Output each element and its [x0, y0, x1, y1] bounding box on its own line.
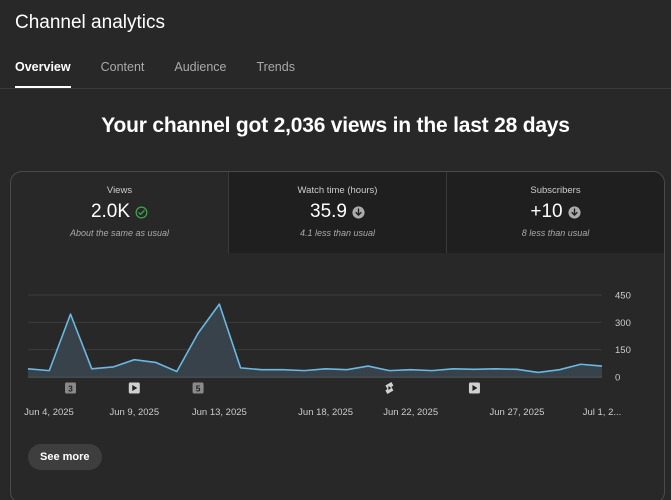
tab-bar: Overview Content Audience Trends: [15, 60, 325, 88]
metric-subscribers[interactable]: Subscribers +10 8 less than usual: [446, 172, 664, 253]
play-icon: [388, 386, 392, 390]
views-line: [27, 303, 603, 374]
metric-note: 4.1 less than usual: [299, 228, 376, 238]
x-tick-label: Jun 18, 2025: [298, 407, 353, 418]
tab-content[interactable]: Content: [100, 60, 145, 74]
play-icon: [132, 385, 138, 391]
metric-note: About the same as usual: [69, 228, 170, 238]
play-icon: [472, 385, 478, 391]
x-tick-label: Jun 13, 2025: [192, 407, 247, 418]
metric-note: 8 less than usual: [521, 228, 590, 238]
check-circle-icon: [135, 206, 148, 218]
analytics-card: Views 2.0K About the same as usual Watch…: [10, 171, 665, 500]
upload-count-marker: [192, 382, 204, 394]
headline: Your channel got 2,036 views in the last…: [101, 114, 570, 137]
x-tick-label: Jun 4, 2025: [24, 407, 74, 418]
metric-value: 35.9: [310, 201, 347, 222]
y-tick-label: 150: [615, 345, 631, 356]
page-title: Channel analytics: [15, 12, 165, 33]
y-tick-label: 300: [615, 318, 631, 329]
metric-value: +10: [530, 201, 563, 222]
views-area: [28, 304, 602, 377]
upload-count-label: 5: [196, 383, 201, 393]
tab-trends[interactable]: Trends: [256, 60, 295, 74]
metric-label: Views: [106, 185, 133, 196]
upload-count-label: 3: [68, 383, 73, 393]
tab-overview[interactable]: Overview: [15, 60, 71, 88]
y-tick-label: 450: [615, 291, 631, 302]
metric-value: 2.0K: [90, 201, 131, 222]
tab-audience[interactable]: Audience: [174, 60, 227, 74]
y-tick-label: 0: [615, 373, 620, 384]
views-chart: 450 300 150 0 Jun 4, 2025 Jun 9, 2025 Jun 13, …: [24, 291, 631, 419]
arrow-down-circle-icon: [352, 205, 365, 219]
metric-label: Watch time (hours): [297, 185, 378, 196]
metric-label: Subscribers: [530, 185, 581, 196]
metric-watch-time[interactable]: Watch time (hours) 35.9 4.1 less than us…: [228, 172, 446, 253]
see-more-button[interactable]: See more: [28, 444, 102, 470]
metric-views[interactable]: Views 2.0K About the same as usual: [11, 172, 228, 253]
x-tick-label: Jun 22, 2025: [383, 407, 438, 418]
x-tick-label: Jun 9, 2025: [109, 407, 159, 418]
x-tick-label: Jul 1, 2...: [583, 407, 622, 418]
metric-tabs: Views 2.0K About the same as usual Watch…: [11, 172, 664, 253]
upload-count-marker: [65, 382, 77, 394]
x-tick-label: Jun 27, 2025: [489, 407, 544, 418]
tabs-divider: [0, 88, 671, 89]
arrow-down-circle-icon: [568, 205, 581, 219]
